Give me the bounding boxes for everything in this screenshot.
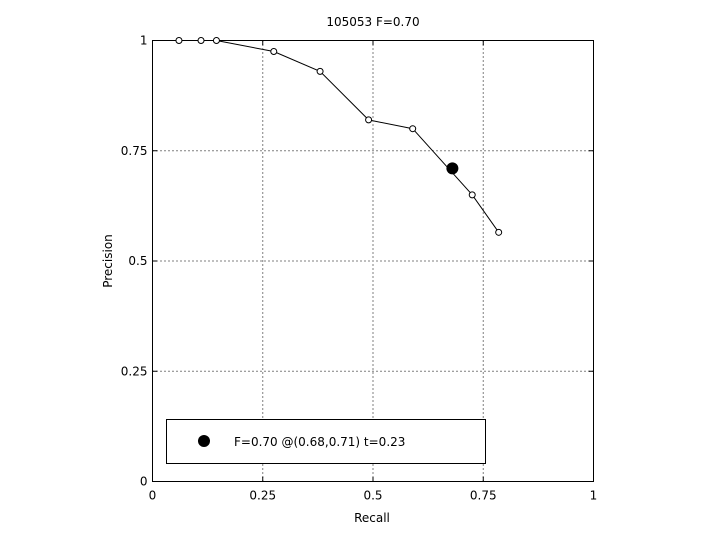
- series-point-2: [212, 37, 220, 44]
- chart-title: 105053 F=0.70: [326, 15, 419, 29]
- series-point-6: [409, 125, 417, 133]
- series-point-5: [365, 116, 373, 124]
- axis-ticks: 0 0.25 0.5 0.75 1 0 0.25 0.5 0.75 1: [121, 34, 598, 503]
- series-point-1: [197, 37, 205, 44]
- legend-marker: [198, 435, 210, 447]
- y-tick-label-2: 0.5: [128, 254, 147, 268]
- series-point-0: [175, 37, 183, 44]
- best-f-point: [446, 162, 459, 175]
- series-point-8: [495, 228, 503, 236]
- legend: F=0.70 @(0.68,0.71) t=0.23: [166, 419, 486, 464]
- x-axis-label: Recall: [354, 511, 390, 525]
- y-tick-label-3: 0.75: [121, 144, 148, 158]
- y-axis-label: Precision: [101, 234, 115, 288]
- x-tick-label-3: 0.75: [470, 489, 497, 503]
- series-point-3: [270, 48, 278, 56]
- x-tick-label-4: 1: [590, 489, 598, 503]
- series-line-0: [179, 40, 500, 233]
- series-layer: [175, 37, 503, 236]
- y-tick-label-1: 0.25: [121, 364, 148, 378]
- x-tick-label-2: 0.5: [363, 489, 382, 503]
- x-tick-label-0: 0: [149, 489, 157, 503]
- series-point-7: [468, 191, 476, 199]
- legend-box: [166, 419, 486, 464]
- y-tick-label-4: 1: [140, 34, 148, 48]
- legend-entry-label: F=0.70 @(0.68,0.71) t=0.23: [234, 435, 405, 449]
- y-tick-label-0: 0: [140, 475, 148, 489]
- grid-lines: [152, 40, 594, 482]
- x-tick-label-1: 0.25: [249, 489, 276, 503]
- series-point-4: [316, 67, 324, 75]
